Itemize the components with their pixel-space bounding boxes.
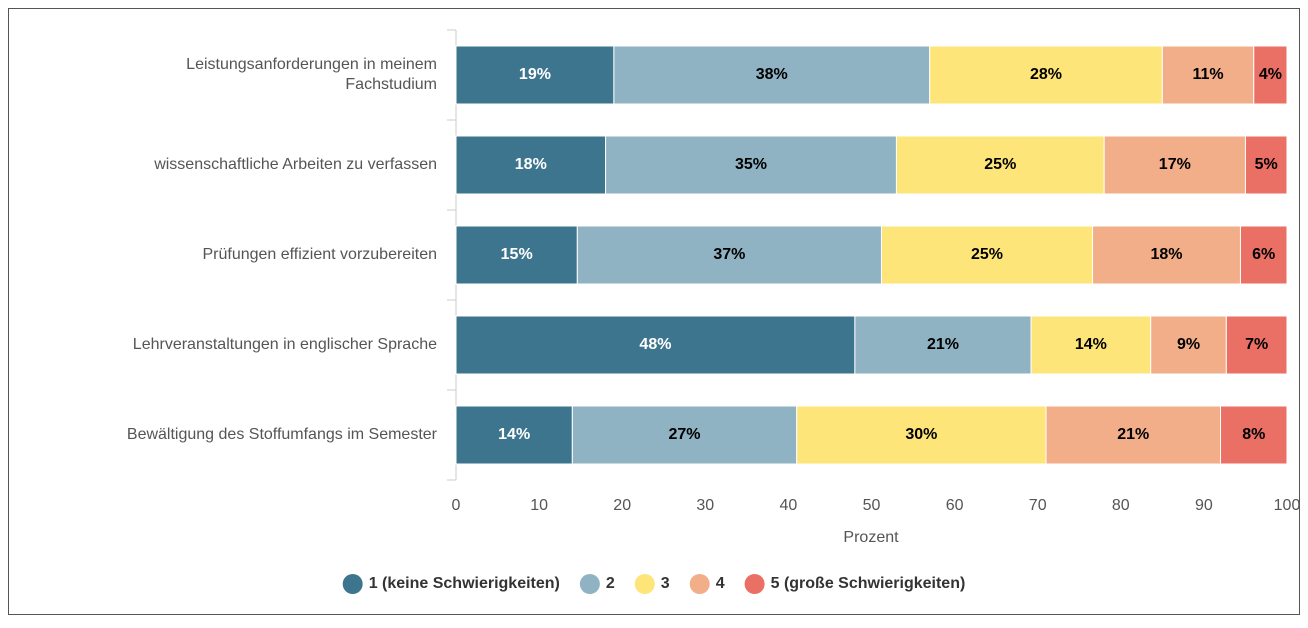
- bar-segment: [1239, 225, 1288, 285]
- bar-segment: [605, 135, 897, 195]
- bar-segment: [929, 45, 1163, 105]
- bar-segment: [613, 45, 931, 105]
- y-tick-label-line: Fachstudium: [345, 76, 437, 93]
- bar-segment: [455, 315, 856, 375]
- x-tick-label: 40: [780, 497, 798, 514]
- bar-segment: [455, 405, 573, 465]
- x-tick-label: 50: [863, 497, 881, 514]
- legend-label: 5 (große Schwierigkeiten): [771, 575, 966, 592]
- x-tick-label: 100: [1274, 497, 1301, 514]
- legend-label: 2: [606, 575, 615, 592]
- bar-segment: [455, 225, 578, 285]
- bar-segment: [1045, 405, 1222, 465]
- legend-marker: [634, 574, 655, 594]
- bar-segment: [1220, 405, 1288, 465]
- bar-segment: [796, 405, 1047, 465]
- y-tick-label: wissenschaftliche Arbeiten zu verfassen: [153, 156, 437, 173]
- legend-marker: [689, 574, 710, 594]
- legend-marker: [744, 574, 765, 594]
- data-label: 18%: [515, 156, 547, 173]
- bar-segment: [1161, 45, 1255, 105]
- legend-label: 3: [661, 575, 670, 592]
- legend-label: 1 (keine Schwierigkeiten): [369, 575, 560, 592]
- data-label: 19%: [519, 66, 551, 83]
- bar-segment: [1103, 135, 1246, 195]
- bar-segment: [576, 225, 882, 285]
- x-tick-label: 60: [946, 497, 964, 514]
- data-label: 9%: [1177, 336, 1200, 353]
- y-tick-label: Leistungsanforderungen in meinem Fachstud…: [186, 56, 437, 93]
- data-label: 30%: [905, 426, 937, 443]
- legend-marker: [579, 574, 600, 594]
- bar-segment: [1150, 315, 1227, 375]
- data-label: 27%: [669, 426, 701, 443]
- data-label: 5%: [1255, 156, 1278, 173]
- x-tick-label: 0: [452, 497, 461, 514]
- bar-segment: [1244, 135, 1288, 195]
- data-label: 48%: [639, 336, 671, 353]
- data-label: 6%: [1252, 246, 1275, 263]
- data-label: 17%: [1159, 156, 1191, 173]
- legend-label: 4: [716, 575, 725, 592]
- legend: 1 (keine Schwierigkeiten) 2 3 4 5 (große Sch…: [342, 574, 966, 594]
- y-tick-label: Prüfungen effizient vorzubereiten: [202, 246, 437, 263]
- data-label: 11%: [1192, 66, 1223, 83]
- data-label: 8%: [1242, 426, 1265, 443]
- y-tick-label: Lehrveranstaltungen in englischer Sprach…: [133, 336, 437, 353]
- data-label: 35%: [735, 156, 767, 173]
- x-tick-label: 10: [530, 497, 548, 514]
- data-label: 25%: [971, 246, 1003, 263]
- data-label: 15%: [501, 246, 533, 263]
- bar-segment: [455, 135, 607, 195]
- data-label: 14%: [498, 426, 530, 443]
- x-tick-label: 30: [696, 497, 714, 514]
- x-tick-label: 90: [1195, 497, 1213, 514]
- bar-segment: [1225, 315, 1288, 375]
- data-label: 38%: [756, 66, 788, 83]
- bar-segment: [571, 405, 798, 465]
- y-tick-label: Bewältigung des Stoffumfangs im Semester: [127, 426, 438, 443]
- legend-marker: [342, 574, 363, 594]
- data-label: 37%: [713, 246, 745, 263]
- data-label: 4%: [1259, 66, 1282, 83]
- x-axis-label: Prozent: [843, 529, 899, 546]
- frame: [8, 8, 1300, 615]
- data-label: 14%: [1075, 336, 1107, 353]
- data-label: 21%: [927, 336, 959, 353]
- bar-segment: [1253, 45, 1288, 105]
- data-label: 18%: [1150, 246, 1182, 263]
- data-label: 7%: [1245, 336, 1268, 353]
- data-label: 28%: [1030, 66, 1062, 83]
- x-tick-label: 80: [1112, 497, 1130, 514]
- x-tick-label: 70: [1029, 497, 1047, 514]
- data-label: 21%: [1117, 426, 1149, 443]
- x-tick-label: 20: [613, 497, 631, 514]
- data-label: 25%: [984, 156, 1016, 173]
- y-tick-label-line: Leistungsanforderungen in meinem: [186, 56, 437, 73]
- bar-segment: [895, 135, 1105, 195]
